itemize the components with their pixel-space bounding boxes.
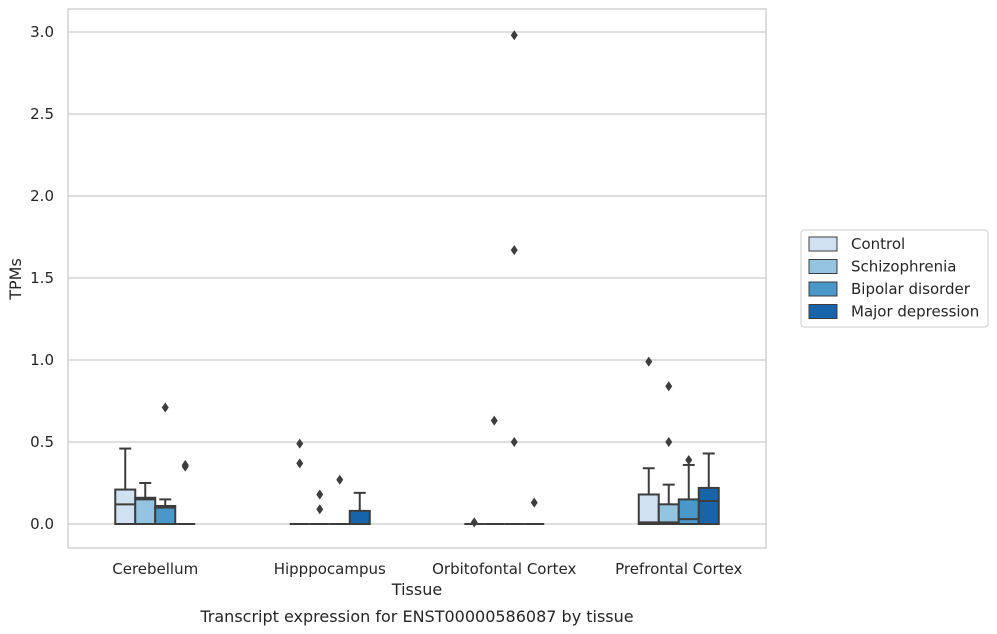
box-1-2 (329, 474, 350, 525)
plot-frame (67, 8, 767, 549)
box-body (697, 486, 720, 526)
box-body (114, 488, 137, 525)
box-3-2 (677, 455, 700, 525)
legend-swatch (808, 304, 838, 319)
outlier-point (296, 458, 304, 469)
x-tick-label: Cerebellum (112, 560, 198, 578)
outlier-point (296, 438, 304, 449)
box-body (154, 504, 177, 525)
outlier-point (336, 474, 344, 485)
legend-label: Major depression (851, 303, 979, 321)
outlier-point (181, 459, 189, 470)
box-body (677, 498, 700, 525)
outlier-point (316, 489, 324, 500)
box-body (657, 503, 680, 526)
box-3-1 (657, 381, 680, 526)
outlier-point (510, 245, 518, 256)
box-0-0 (114, 447, 137, 525)
y-tick-labels: 0.0 0.5 1.0 1.5 2.0 2.5 3.0 (30, 23, 54, 533)
outlier-point (316, 504, 324, 515)
grid-lines (68, 31, 766, 525)
y-tick-label: 3.0 (30, 23, 54, 41)
box-2-1 (484, 415, 505, 525)
x-tick-label: Hipppocampus (274, 560, 386, 578)
box-1-3 (348, 491, 371, 526)
box-1-1 (309, 489, 330, 525)
box-1-0 (289, 438, 310, 525)
x-axis-label: Tissue (391, 580, 442, 599)
legend: Control Schizophrenia Bipolar disorder Majo… (800, 229, 989, 328)
x-tick-label: Prefrontal Cortex (615, 560, 742, 578)
legend-label: Control (851, 235, 905, 253)
x-tick-labels: Cerebellum Hipppocampus Orbitofontal Corte… (112, 560, 742, 578)
legend-swatch (808, 259, 838, 274)
outlier-point (510, 437, 518, 447)
outlier-point (510, 30, 518, 41)
outlier-point (645, 356, 653, 367)
outlier-point (470, 517, 478, 528)
box-marks (114, 30, 720, 528)
outlier-point (665, 437, 673, 447)
box-3-0 (637, 356, 660, 526)
box-3-3 (697, 452, 720, 526)
legend-label: Bipolar disorder (851, 280, 971, 298)
box-2-2 (504, 30, 525, 525)
box-body (637, 493, 660, 526)
outlier-point (685, 455, 693, 466)
outlier-point (490, 415, 498, 426)
y-tick-label: 1.0 (30, 351, 54, 369)
y-tick-label: 2.0 (30, 187, 54, 205)
y-tick-label: 2.5 (30, 105, 54, 123)
y-axis-label: TPMs (6, 258, 25, 301)
y-tick-label: 0.5 (30, 433, 54, 451)
y-tick-label: 0.0 (30, 515, 54, 533)
box-2-0 (464, 517, 485, 528)
legend-swatch (808, 236, 838, 252)
x-tick-label: Orbitofontal Cortex (432, 560, 576, 578)
chart-caption: Transcript expression for ENST0000058608… (199, 607, 633, 626)
y-tick-label: 1.5 (30, 269, 54, 287)
legend-swatch (808, 281, 838, 297)
box-0-3 (175, 459, 196, 525)
box-0-2 (154, 402, 177, 525)
box-2-3 (524, 497, 545, 525)
box-body (134, 496, 157, 526)
legend-label: Schizophrenia (851, 258, 956, 276)
legend-frame (800, 229, 989, 328)
outlier-point (530, 497, 538, 508)
outlier-point (665, 381, 673, 392)
outlier-point (161, 402, 169, 413)
box-0-1 (134, 482, 157, 526)
box-body (348, 509, 371, 526)
